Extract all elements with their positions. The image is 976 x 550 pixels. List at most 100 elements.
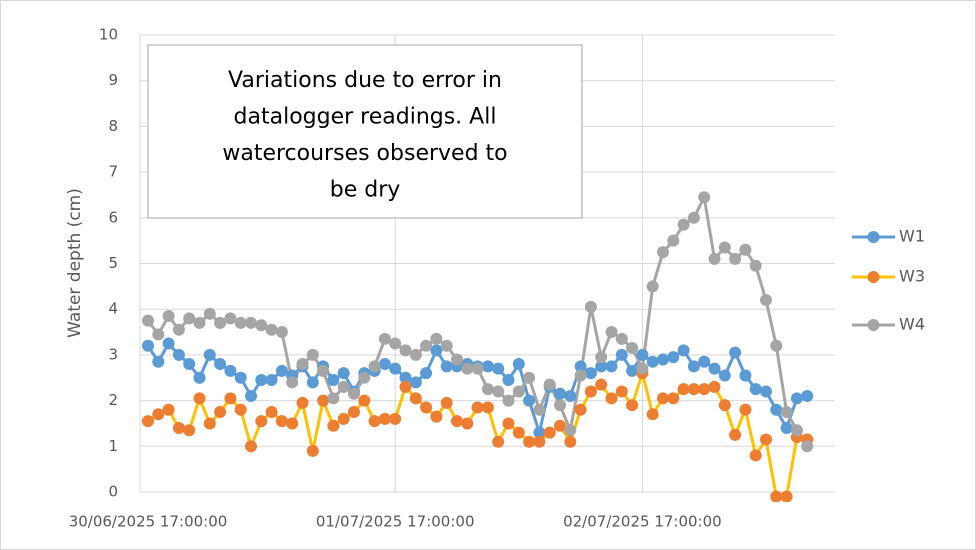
- point: [193, 392, 206, 405]
- y-tick-label: 8: [108, 117, 118, 135]
- annotation-text: watercourses observed to: [222, 141, 507, 166]
- point: [749, 383, 762, 396]
- point: [306, 444, 319, 457]
- point: [605, 392, 618, 405]
- point: [595, 360, 608, 373]
- legend-marker: [867, 319, 880, 331]
- annotation-box: [147, 44, 583, 219]
- point: [718, 399, 731, 412]
- point: [584, 385, 597, 398]
- point: [605, 326, 618, 339]
- point: [275, 364, 288, 377]
- y-tick-label: 5: [108, 254, 118, 272]
- point: [358, 394, 371, 407]
- point: [708, 362, 721, 375]
- point: [657, 246, 669, 259]
- point: [626, 364, 639, 377]
- point: [687, 360, 700, 373]
- point: [533, 435, 546, 448]
- point: [399, 344, 412, 357]
- y-tick-label: 3: [108, 345, 118, 363]
- point: [502, 374, 515, 387]
- annotation-text: datalogger readings. All: [234, 105, 497, 130]
- x-tick-label: 02/07/2025 17:00:00: [563, 513, 722, 531]
- point: [677, 218, 690, 231]
- point: [698, 355, 711, 368]
- point: [626, 399, 639, 412]
- point: [801, 390, 814, 403]
- point: [162, 403, 175, 416]
- point: [492, 435, 505, 448]
- point: [286, 417, 299, 430]
- point: [698, 191, 711, 204]
- point: [461, 362, 474, 375]
- point: [584, 367, 597, 380]
- point: [275, 415, 288, 428]
- y-tick-label: 7: [108, 163, 118, 181]
- point: [389, 412, 402, 425]
- point: [296, 396, 309, 409]
- point: [337, 412, 350, 425]
- point: [214, 406, 227, 419]
- point: [780, 422, 793, 435]
- point: [255, 415, 268, 428]
- point: [234, 403, 247, 416]
- x-tick-label: 01/07/2025 17:00:00: [316, 513, 475, 531]
- point: [584, 300, 597, 313]
- point: [481, 383, 494, 396]
- point: [471, 401, 484, 414]
- point: [492, 385, 505, 398]
- point: [698, 383, 711, 396]
- point: [502, 394, 515, 407]
- point: [739, 403, 752, 416]
- point: [739, 369, 752, 382]
- legend-marker: [867, 271, 880, 283]
- point: [481, 401, 494, 414]
- point: [224, 364, 237, 377]
- point: [399, 371, 412, 384]
- point: [615, 332, 628, 345]
- point: [162, 310, 175, 323]
- point: [327, 374, 340, 387]
- point: [729, 428, 742, 441]
- point: [760, 433, 772, 446]
- point: [420, 339, 433, 352]
- point: [152, 408, 165, 421]
- y-tick-label: 2: [108, 391, 118, 409]
- point: [245, 316, 257, 329]
- y-tick-label: 0: [108, 483, 118, 501]
- point: [595, 351, 608, 364]
- point: [564, 424, 577, 437]
- point: [172, 422, 185, 435]
- point: [265, 323, 278, 336]
- y-tick-label: 6: [108, 208, 118, 226]
- y-tick-label: 1: [108, 437, 118, 455]
- point: [492, 362, 505, 375]
- y-tick-label: 4: [108, 300, 118, 318]
- point: [533, 426, 546, 439]
- point: [718, 369, 731, 382]
- point: [162, 337, 175, 350]
- point: [255, 319, 268, 332]
- point: [790, 392, 803, 405]
- point: [636, 362, 649, 375]
- point: [451, 415, 463, 428]
- point: [687, 383, 700, 396]
- point: [708, 380, 721, 393]
- point: [564, 435, 577, 448]
- point: [574, 369, 587, 382]
- point: [306, 376, 319, 389]
- point: [409, 392, 422, 405]
- point: [574, 403, 587, 416]
- point: [646, 280, 659, 293]
- point: [502, 417, 515, 430]
- point: [430, 332, 443, 345]
- point: [152, 328, 165, 341]
- point: [512, 426, 525, 439]
- point: [430, 410, 443, 423]
- point: [749, 259, 762, 272]
- point: [224, 312, 237, 325]
- point: [172, 348, 185, 361]
- point: [657, 392, 669, 405]
- point: [718, 241, 731, 254]
